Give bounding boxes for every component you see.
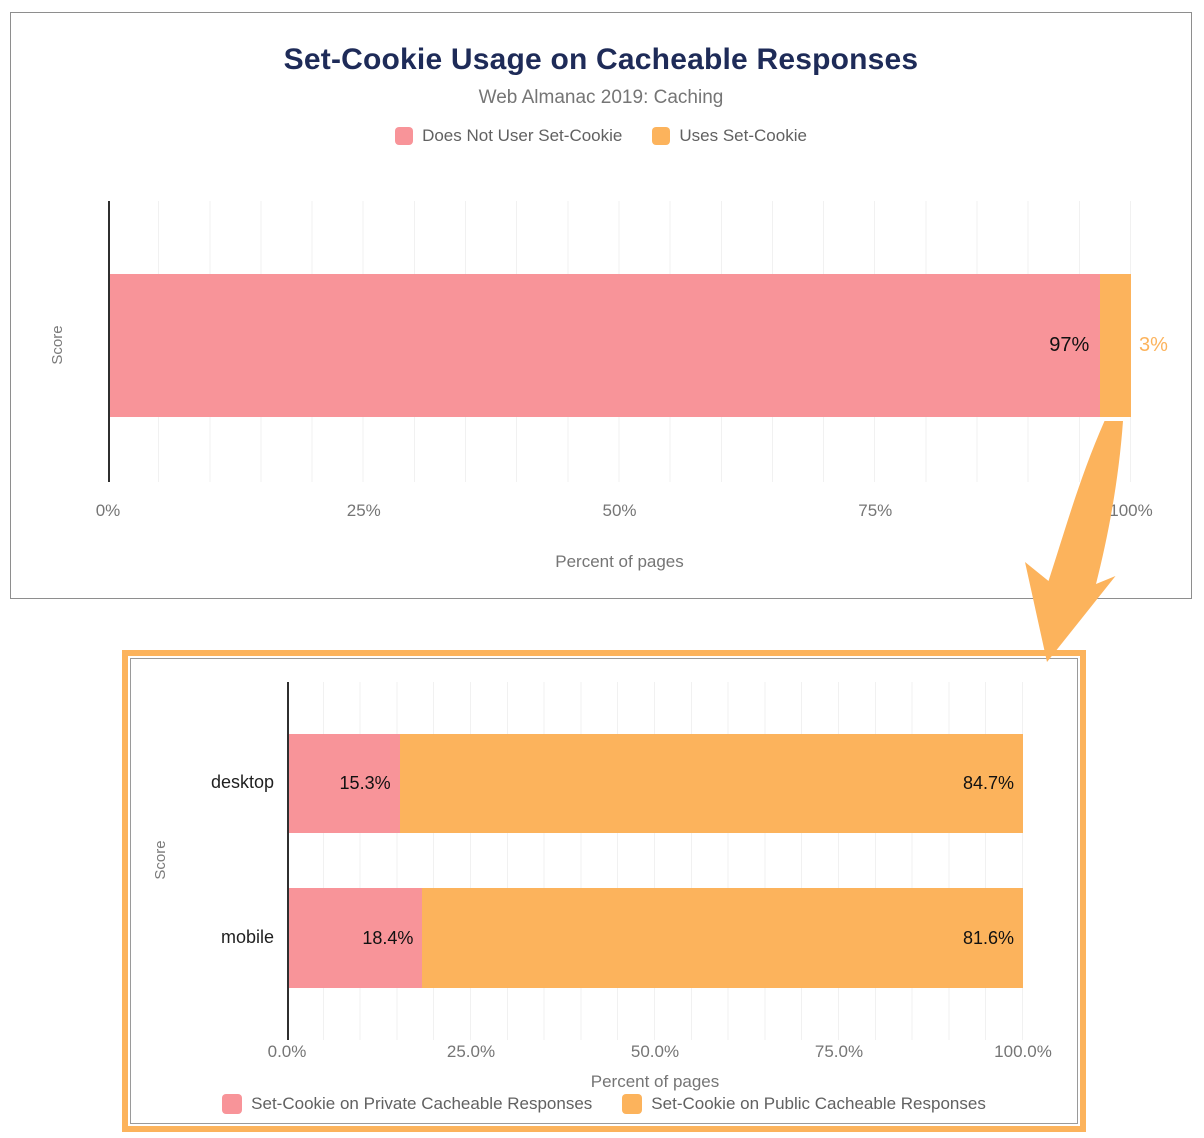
x-tick: 75% (858, 501, 893, 520)
bar-segment-uses-setcookie (1100, 274, 1131, 417)
top-plot-area: 97% 3% (108, 201, 1168, 482)
category-label-desktop: desktop (210, 772, 274, 792)
x-tick: 50.0% (630, 1042, 680, 1061)
legend-item-no-setcookie: Does Not User Set-Cookie (395, 126, 622, 146)
bar-segment-no-setcookie: 97% (108, 274, 1101, 417)
legend-swatch-pink (222, 1094, 243, 1114)
legend-item-public: Set-Cookie on Public Cacheable Responses (622, 1094, 986, 1114)
bottom-x-axis-ticks: 0.0% 25.0% 50.0% 75.0% 100.0% (268, 1042, 1052, 1062)
legend-item-private: Set-Cookie on Private Cacheable Response… (222, 1094, 592, 1114)
data-label-uses-setcookie: 3% (1139, 334, 1168, 356)
top-legend: Does Not User Set-Cookie Uses Set-Cookie (11, 125, 1191, 147)
legend-swatch-orange (652, 127, 671, 145)
top-y-axis-title: Score (49, 325, 66, 365)
y-axis-line (108, 201, 110, 482)
x-tick: 0% (95, 501, 121, 520)
legend-label: Does Not User Set-Cookie (422, 126, 623, 145)
legend-item-uses-setcookie: Uses Set-Cookie (652, 126, 807, 146)
x-tick: 25% (346, 501, 381, 520)
x-tick: 75.0% (814, 1042, 864, 1061)
data-label-public-mobile: 81.6% (962, 927, 1014, 948)
x-tick: 0.0% (267, 1042, 307, 1061)
y-axis-line (287, 682, 289, 1040)
chart-title: Set-Cookie Usage on Cacheable Responses (283, 43, 919, 76)
top-x-axis-ticks: 0% 25% 50% 75% 100% (96, 501, 1153, 521)
legend-swatch-orange (622, 1094, 643, 1114)
mobile-bar: 18.4% 81.6% (287, 888, 1023, 988)
bar-segment-public-mobile: 81.6% (422, 888, 1023, 988)
chart-subtitle: Web Almanac 2019: Caching (478, 87, 724, 108)
data-label-private-mobile: 18.4% (362, 927, 414, 948)
bottom-chart-panel: 15.3% 84.7% 18.4% 81.6% desktop mobile S… (122, 650, 1086, 1132)
x-tick: 100.0% (994, 1042, 1052, 1061)
top-chart-panel: Set-Cookie Usage on Cacheable Responses … (10, 12, 1192, 599)
score-bar: 97% 3% (108, 274, 1168, 417)
data-label-no-setcookie: 97% (1049, 334, 1090, 356)
x-tick: 25.0% (446, 1042, 496, 1061)
data-label-public-desktop: 84.7% (962, 773, 1014, 793)
desktop-bar: 15.3% 84.7% (287, 734, 1023, 833)
bar-segment-public-desktop: 84.7% (399, 734, 1023, 833)
top-x-axis-title: Percent of pages (555, 552, 684, 571)
legend-swatch-pink (395, 127, 414, 145)
legend-label: Uses Set-Cookie (679, 126, 807, 145)
highlight-arrow-icon (1025, 421, 1123, 662)
bottom-plot-area: 15.3% 84.7% 18.4% 81.6% (287, 682, 1023, 1040)
bottom-x-axis-title: Percent of pages (590, 1072, 720, 1091)
category-label-mobile: mobile (220, 927, 274, 947)
legend-label: Set-Cookie on Private Cacheable Response… (251, 1094, 593, 1113)
x-tick: 50% (602, 501, 637, 520)
legend-label: Set-Cookie on Public Cacheable Responses (651, 1094, 986, 1113)
bottom-y-axis-title: Score (152, 840, 169, 880)
arrow-shape (1025, 421, 1123, 662)
bottom-legend: Set-Cookie on Private Cacheable Response… (128, 1092, 1080, 1116)
bar-segment-private-mobile: 18.4% (287, 888, 423, 988)
x-tick: 100% (1109, 501, 1153, 520)
bar-segment-private-desktop: 15.3% (287, 734, 400, 833)
data-label-private-desktop: 15.3% (339, 773, 391, 793)
